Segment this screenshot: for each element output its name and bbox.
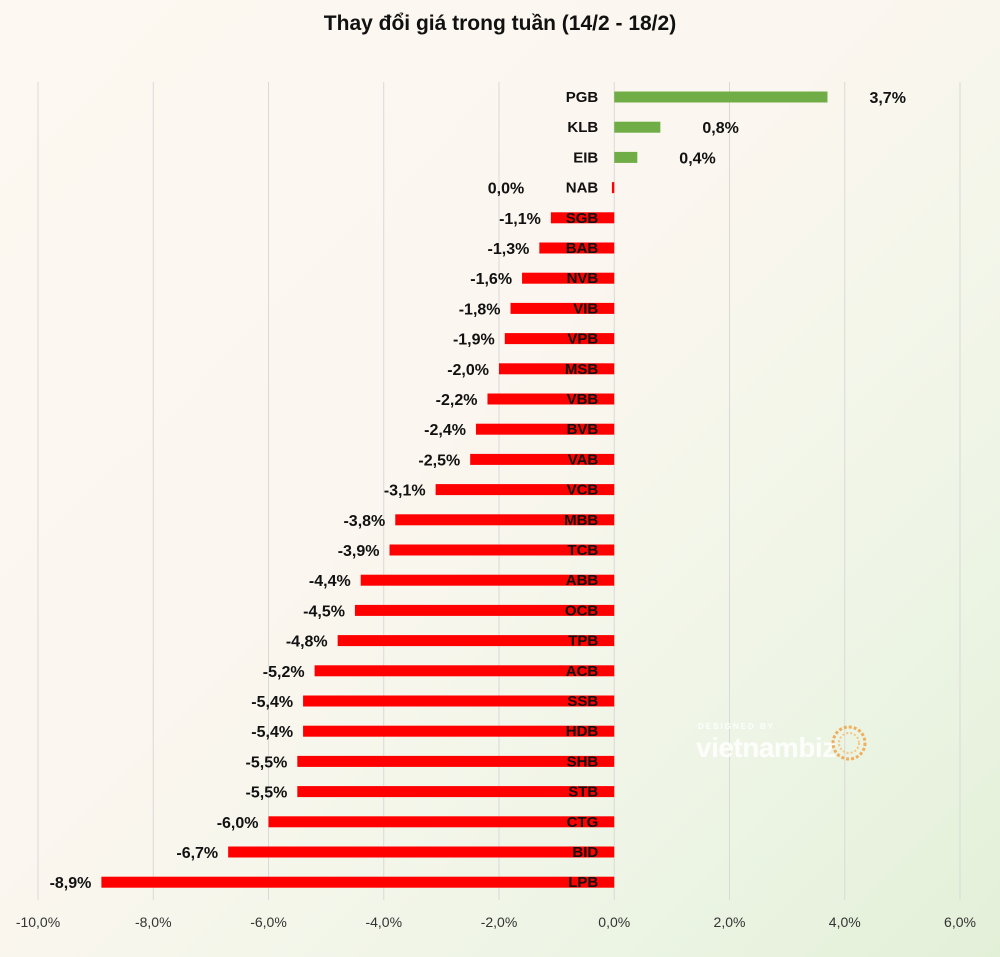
category-label: PGB	[566, 89, 599, 106]
category-label: TCB	[567, 542, 598, 559]
bar	[539, 242, 615, 254]
bar	[297, 755, 615, 767]
data-label: 3,7%	[869, 90, 905, 107]
bar	[614, 91, 828, 103]
x-tick-label: -4,0%	[365, 914, 402, 930]
x-tick-label: -6,0%	[250, 914, 287, 930]
category-label: CTG	[567, 814, 599, 831]
x-tick-label: -2,0%	[481, 914, 518, 930]
data-label: -4,5%	[303, 603, 345, 620]
data-label: -2,5%	[418, 452, 460, 469]
data-label: -5,5%	[246, 785, 288, 802]
category-label: BVB	[567, 421, 599, 438]
bar	[487, 393, 615, 405]
category-label: STB	[568, 784, 598, 801]
bar	[297, 786, 615, 798]
bar	[614, 121, 661, 133]
category-label: VPB	[567, 331, 598, 348]
bar	[360, 574, 615, 586]
data-label: -2,0%	[447, 362, 489, 379]
data-label: -4,4%	[309, 573, 351, 590]
category-label: VIB	[573, 300, 598, 317]
bar	[435, 484, 615, 496]
data-label: 0,4%	[679, 150, 715, 167]
watermark-brand: vietnambiz	[696, 732, 836, 763]
category-label: VBB	[567, 391, 599, 408]
category-label: ACB	[566, 663, 599, 680]
data-label: -1,6%	[470, 271, 512, 288]
bar	[337, 635, 615, 647]
bar	[522, 272, 615, 284]
bar	[504, 333, 615, 345]
bar	[499, 363, 615, 375]
bar	[303, 695, 615, 707]
category-label: NAB	[566, 180, 599, 197]
data-label: 0,8%	[702, 120, 738, 137]
bar	[614, 151, 638, 163]
x-tick-label: 4,0%	[829, 914, 861, 930]
bar	[389, 544, 615, 556]
category-label: SSB	[567, 693, 598, 710]
data-label: -5,5%	[246, 754, 288, 771]
category-label: BID	[572, 844, 598, 861]
category-label: KLB	[567, 119, 598, 136]
category-label: LPB	[568, 874, 598, 891]
data-label: -3,9%	[338, 543, 380, 560]
x-tick-label: -10,0%	[16, 914, 60, 930]
data-label: -5,4%	[251, 694, 293, 711]
bar	[395, 514, 615, 526]
bar	[101, 876, 615, 888]
bar	[475, 423, 615, 435]
category-label: MBB	[564, 512, 598, 529]
data-label: -4,8%	[286, 634, 328, 651]
bar	[228, 846, 615, 858]
data-label: -3,1%	[384, 483, 426, 500]
bar	[550, 212, 615, 224]
data-label: -1,1%	[499, 211, 541, 228]
category-label: VAB	[568, 451, 599, 468]
watermark-designed-by: DESIGNED BY	[698, 722, 776, 731]
x-tick-label: 0,0%	[598, 914, 630, 930]
category-label: VCB	[567, 482, 599, 499]
category-label: EIB	[573, 149, 598, 166]
data-label: -2,4%	[424, 422, 466, 439]
x-tick-label: -8,0%	[135, 914, 172, 930]
watermark-logo: DESIGNED BY vietnambiz	[696, 718, 886, 778]
x-tick-label: 2,0%	[714, 914, 746, 930]
sun-swirl-icon	[831, 725, 867, 761]
category-label: ABB	[566, 572, 599, 589]
bar	[354, 604, 615, 616]
category-label: SGB	[566, 210, 599, 227]
category-label: TPB	[568, 633, 598, 650]
data-label: -1,8%	[459, 301, 501, 318]
bar	[611, 182, 615, 194]
data-label: -8,9%	[50, 875, 92, 892]
x-tick-label: 6,0%	[944, 914, 976, 930]
category-label: OCB	[565, 602, 599, 619]
data-label: -6,7%	[176, 845, 218, 862]
data-label: -1,9%	[453, 332, 495, 349]
category-label: MSB	[565, 361, 599, 378]
bar	[268, 816, 615, 828]
data-label: 0,0%	[488, 181, 524, 198]
bar	[510, 302, 615, 314]
bar	[470, 453, 615, 465]
chart-title: Thay đổi giá trong tuần (14/2 - 18/2)	[323, 12, 677, 35]
data-label: -1,3%	[488, 241, 530, 258]
category-label: HDB	[566, 723, 599, 740]
bar	[303, 725, 615, 737]
data-label: -5,4%	[251, 724, 293, 741]
category-label: SHB	[567, 753, 599, 770]
data-label: -3,8%	[343, 513, 385, 530]
category-label: BAB	[566, 240, 599, 257]
data-label: -2,2%	[436, 392, 478, 409]
data-label: -6,0%	[217, 815, 259, 832]
data-label: -5,2%	[263, 664, 305, 681]
category-label: NVB	[567, 270, 599, 287]
bar	[314, 665, 615, 677]
